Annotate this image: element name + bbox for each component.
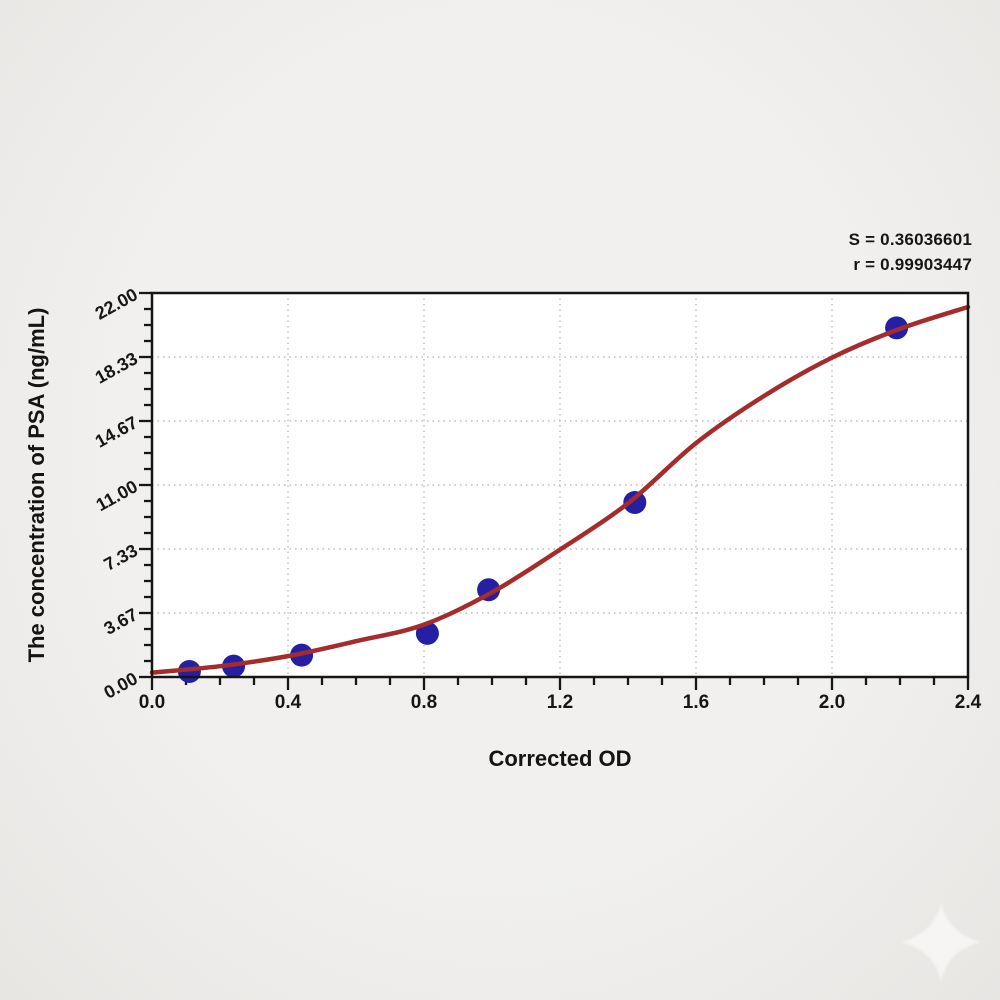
x-axis-title: Corrected OD — [488, 746, 632, 771]
fit-stat-r: r = 0.99903447 — [853, 255, 972, 274]
sparkle-watermark-icon — [901, 902, 981, 982]
fitted-curve-line — [149, 304, 971, 675]
plot-frame — [150, 291, 970, 679]
y-axis-title: The concentration of PSA (ng/mL) — [24, 307, 49, 663]
data-point-dot — [623, 490, 647, 514]
fit-stat-s: S = 0.36036601 — [848, 230, 972, 249]
fit-statistics: S = 0.36036601 r = 0.99903447 — [849, 227, 972, 277]
